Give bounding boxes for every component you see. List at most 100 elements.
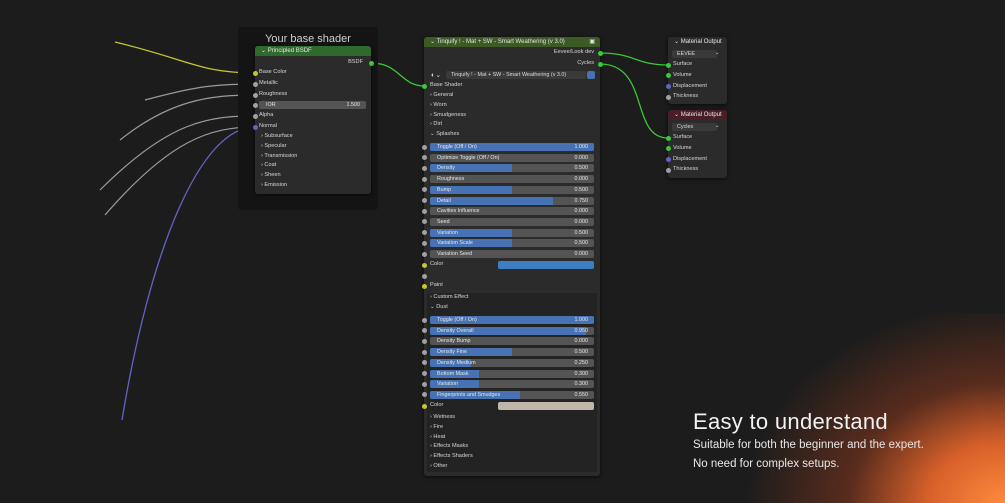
panel-heat: › Heat	[430, 433, 446, 440]
slider-density[interactable]: Density 0.500	[430, 164, 594, 173]
slider-label: Density Overall	[437, 327, 474, 334]
socket[interactable]	[421, 176, 427, 182]
slider-density-bump[interactable]: Density Bump 0.000	[430, 337, 594, 346]
slider-fingerprints-and-smudges[interactable]: Fingerprints and Smudges 0.550	[430, 390, 594, 399]
slider-cavities-influence[interactable]: Cavities Influence 0.000	[430, 207, 594, 216]
socket[interactable]	[665, 73, 671, 79]
slider-roughness[interactable]: Roughness 0.000	[430, 175, 594, 184]
socket[interactable]	[421, 317, 427, 323]
world-icon[interactable]: ◐⌄	[431, 72, 442, 79]
slider-seed[interactable]: Seed 0.000	[430, 217, 594, 226]
socket[interactable]	[421, 328, 427, 334]
socket[interactable]	[252, 92, 258, 98]
slider-value: 0.000	[574, 176, 589, 183]
socket[interactable]	[421, 371, 427, 376]
socket-label: Displacement	[673, 155, 707, 162]
color-swatch-dust[interactable]	[498, 402, 594, 410]
socket[interactable]	[421, 392, 427, 398]
socket[interactable]	[252, 124, 258, 130]
socket[interactable]	[421, 165, 427, 171]
slider-optimize-toggle-off-on-[interactable]: Optimize Toggle (Off / On) 0.000	[430, 153, 594, 162]
chevron-down-icon: ⌄	[715, 50, 720, 56]
principled-bsdf-node[interactable]: ⌄ Principled BSDF BSDF Base Color Metallic…	[252, 46, 374, 194]
panel-fire: › Fire	[430, 423, 444, 430]
socket[interactable]	[421, 208, 427, 214]
socket[interactable]	[421, 381, 427, 387]
slider-bottom-mask[interactable]: Bottom Mask 0.300	[430, 369, 594, 378]
slider-value: 1.000	[574, 317, 589, 323]
socket[interactable]	[421, 273, 427, 279]
node-header[interactable]: ⌄ Principled BSDF	[255, 46, 371, 56]
node-header[interactable]: ⌄ Tinquify ! - Mat + SW - Smart Weatheri…	[424, 37, 600, 47]
socket[interactable]	[665, 146, 671, 152]
socket[interactable]	[421, 349, 427, 355]
slider-density-medium[interactable]: Density Medium 0.250	[430, 358, 594, 367]
socket[interactable]	[665, 94, 671, 100]
group-selector[interactable]: Tinquify ! - Mat + SW - Smart Weathering…	[446, 71, 586, 79]
socket[interactable]	[597, 61, 603, 67]
shield-icon[interactable]	[587, 71, 595, 79]
slider-variation[interactable]: Variation 0.300	[430, 380, 594, 389]
slider-variation-scale[interactable]: Variation Scale 0.500	[430, 239, 594, 248]
slider-ior[interactable]: IOR 1.500	[259, 101, 366, 109]
socket[interactable]	[252, 70, 258, 76]
wire-vector	[121, 126, 256, 421]
socket[interactable]	[665, 157, 671, 163]
socket[interactable]	[665, 167, 671, 173]
socket-label: Alpha	[259, 112, 274, 118]
input-base-shader: Base Shader	[430, 82, 463, 88]
wire-bsdf	[370, 62, 426, 87]
socket[interactable]	[421, 251, 427, 257]
panel-emission: › Emission	[261, 182, 288, 188]
slider-bump[interactable]: Bump 0.500	[430, 185, 594, 194]
color-swatch-splashes[interactable]	[498, 261, 594, 269]
socket[interactable]	[421, 230, 427, 236]
socket[interactable]	[665, 135, 671, 141]
socket[interactable]	[421, 144, 427, 150]
node-header[interactable]: ⌄ Material Output	[668, 110, 727, 120]
socket[interactable]	[421, 198, 427, 203]
slider-label: Density	[437, 165, 455, 172]
slider-label: Bump	[437, 186, 452, 193]
socket[interactable]	[421, 219, 427, 225]
slider-toggle-off-on-[interactable]: Toggle (Off / On) 1.000	[430, 316, 594, 324]
tinquify-group-node[interactable]: ⌄ Tinquify ! - Mat + SW - Smart Weatheri…	[421, 37, 603, 476]
material-output-eevee[interactable]: ⌄ Material Output EEVEE ⌄ Surface Volume Disp…	[665, 37, 727, 104]
slider-label: Density Medium	[437, 359, 476, 366]
socket[interactable]	[597, 50, 603, 56]
slider-value: 0.500	[574, 165, 589, 172]
socket[interactable]	[252, 113, 258, 119]
socket[interactable]	[421, 83, 427, 89]
slider-fill	[430, 380, 480, 389]
socket[interactable]	[252, 102, 258, 108]
panel-sheen: › Sheen	[261, 172, 281, 179]
socket[interactable]	[665, 84, 671, 90]
node-header[interactable]: ⌄ Material Output	[668, 37, 727, 47]
panel-specular: › Specular	[261, 142, 287, 149]
slider-detail[interactable]: Detail 0.750	[430, 196, 594, 205]
panel-effects-shaders: › Effects Shaders	[430, 453, 473, 460]
slider-variation-seed[interactable]: Variation Seed 0.000	[430, 250, 594, 258]
socket[interactable]	[421, 283, 427, 289]
socket[interactable]	[665, 62, 671, 68]
target-dropdown[interactable]: EEVEE	[672, 50, 717, 58]
socket-label: Volume	[673, 71, 692, 78]
socket[interactable]	[421, 187, 427, 193]
slider-value: 0.300	[574, 370, 589, 377]
socket[interactable]	[421, 338, 427, 344]
socket[interactable]	[421, 262, 427, 268]
socket[interactable]	[252, 81, 258, 87]
slider-label: Toggle (Off / On)	[437, 144, 477, 150]
socket[interactable]	[421, 155, 427, 161]
socket[interactable]	[421, 360, 427, 366]
slider-density-fine[interactable]: Density Fine 0.500	[430, 348, 594, 357]
slider-variation[interactable]: Variation 0.500	[430, 228, 594, 237]
material-output-cycles[interactable]: ⌄ Material Output Cycles ⌄ Surface Volume Dis…	[665, 110, 727, 178]
slider-density-overall[interactable]: Density Overall 0.950	[430, 326, 594, 335]
target-dropdown[interactable]: Cycles	[672, 123, 717, 131]
socket[interactable]	[421, 403, 427, 409]
socket[interactable]	[421, 240, 427, 246]
socket-label: Volume	[673, 144, 692, 151]
socket[interactable]	[368, 60, 374, 66]
slider-toggle-off-on-[interactable]: Toggle (Off / On) 1.000	[430, 143, 594, 151]
